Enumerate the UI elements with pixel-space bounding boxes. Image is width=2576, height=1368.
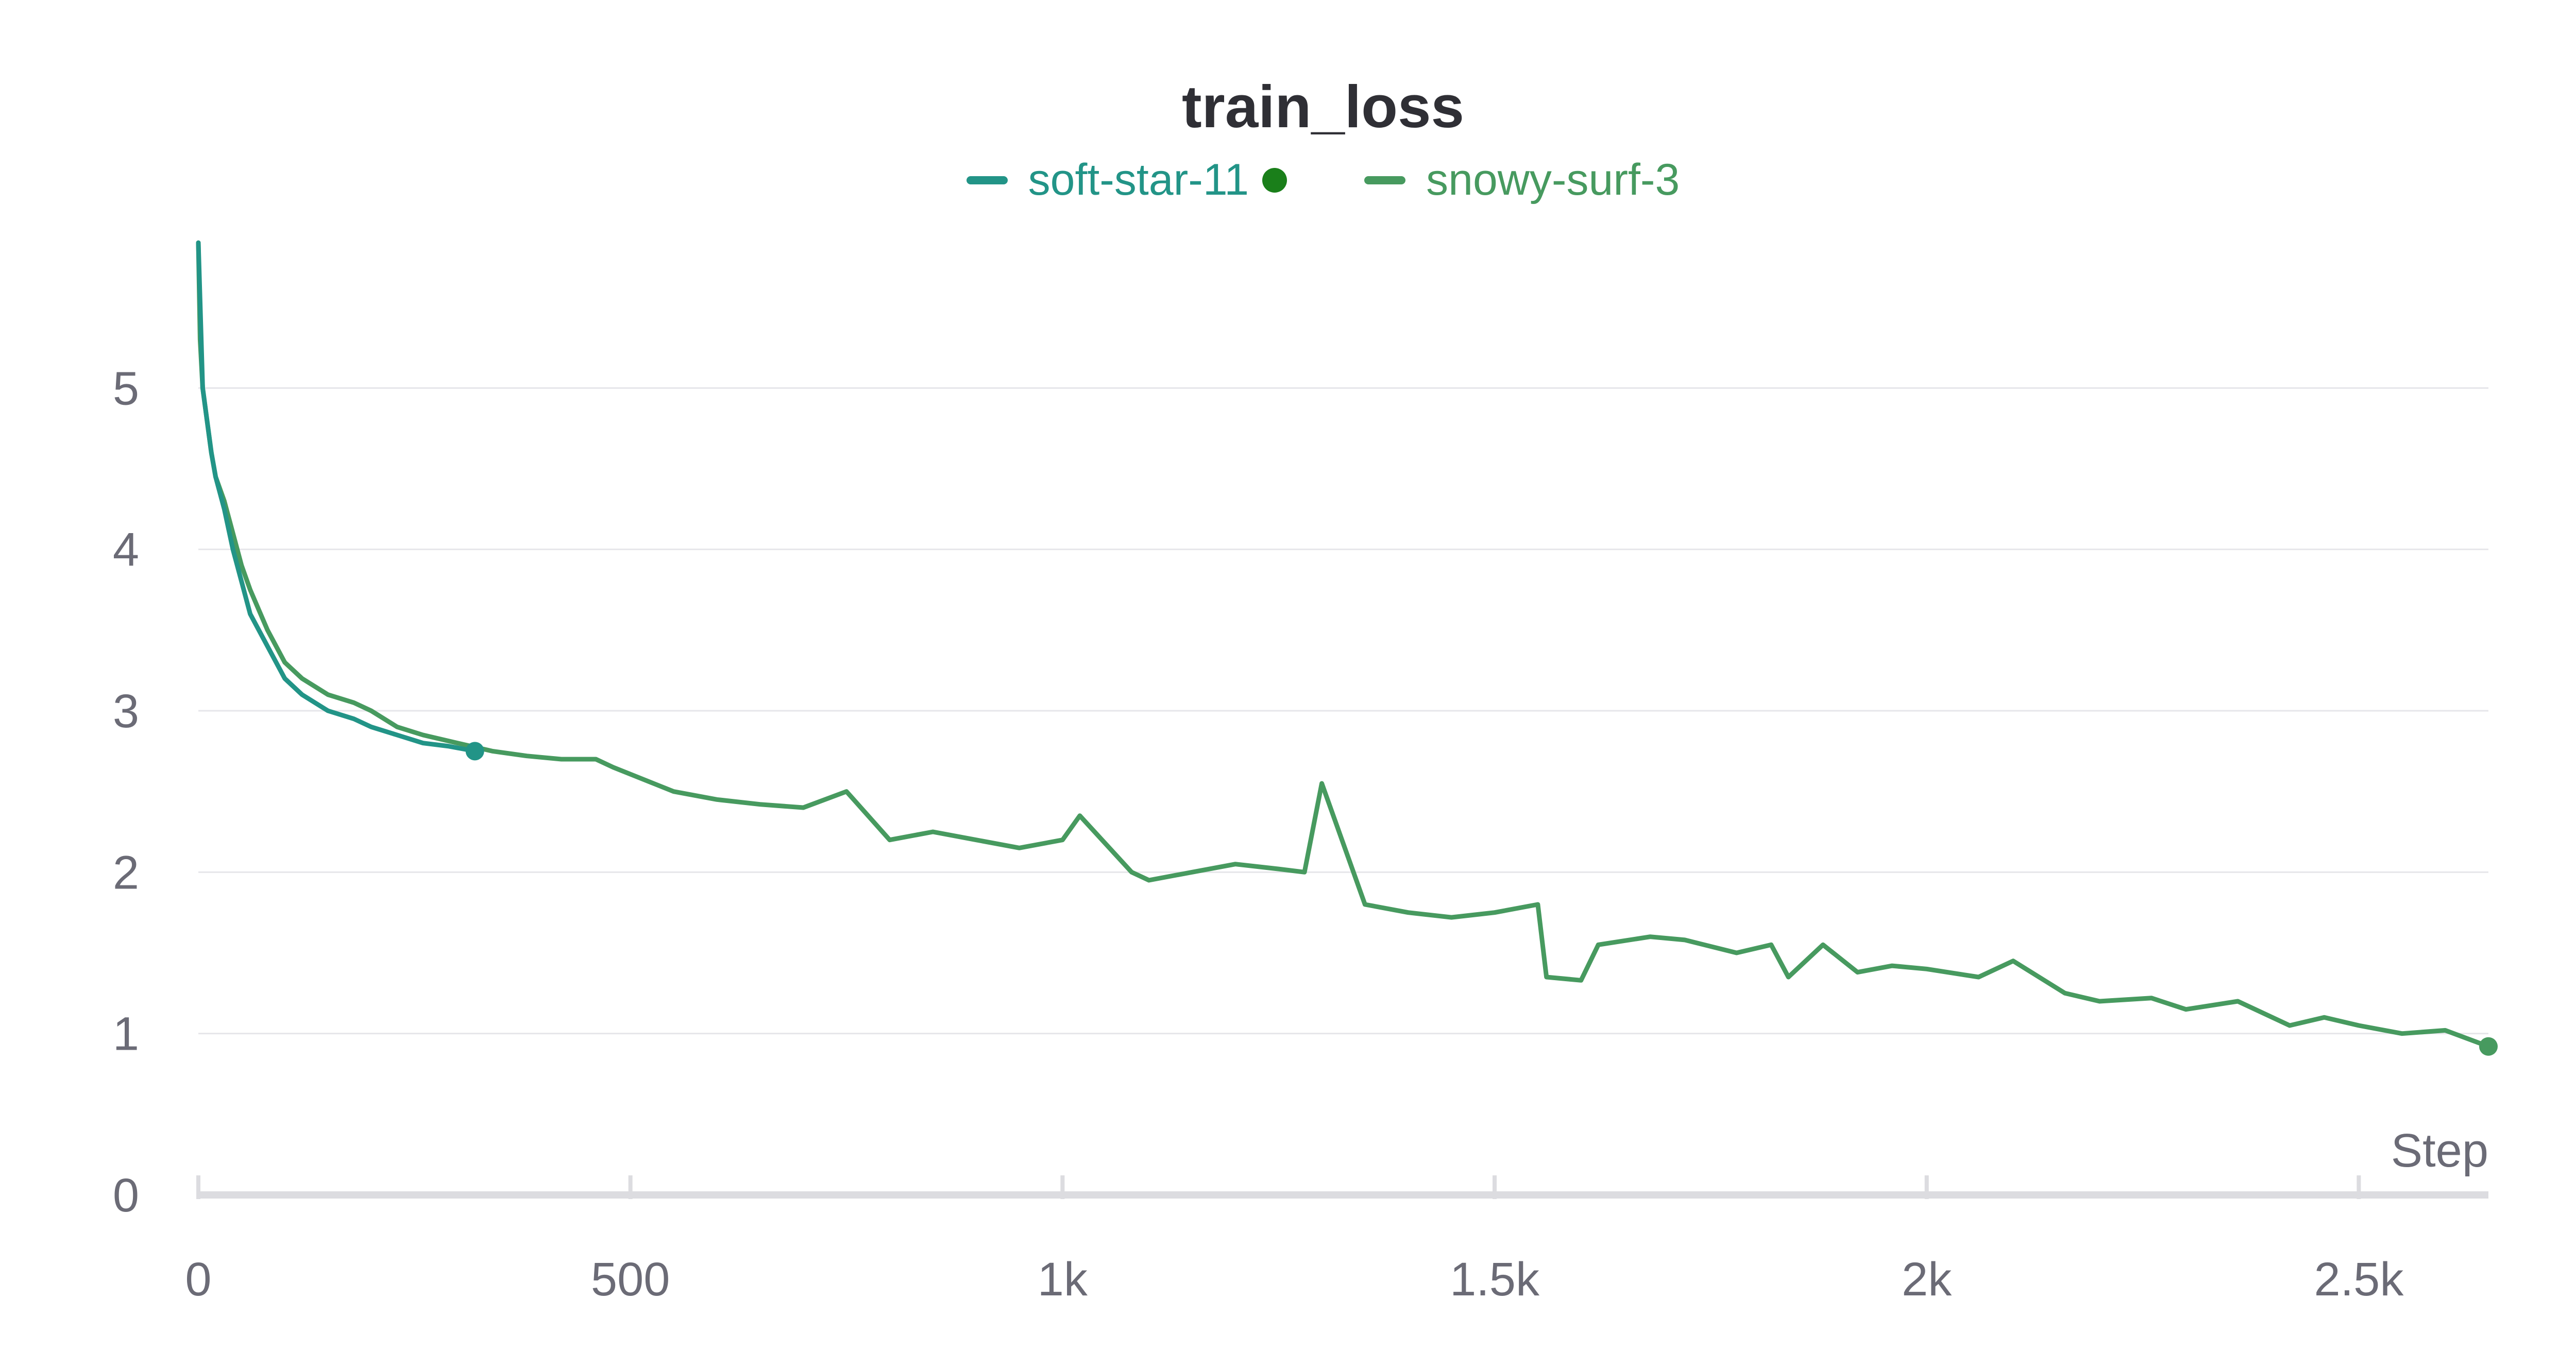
y-tick-label: 3 bbox=[113, 685, 139, 738]
x-tick-label: 0 bbox=[185, 1253, 211, 1306]
x-tick-label: 1k bbox=[1038, 1253, 1088, 1306]
x-tick-label: 1.5k bbox=[1450, 1253, 1540, 1306]
legend-swatch-snowy-surf-3 bbox=[1364, 176, 1406, 184]
series-line-snowy-surf-3[interactable] bbox=[196, 240, 2491, 1049]
series-lines bbox=[196, 240, 2498, 1056]
x-ticks: 0 500 1k 1.5k 2k 2.5k bbox=[185, 1175, 2404, 1306]
x-axis-label: Step bbox=[2391, 1124, 2488, 1177]
series-end-point-soft-star-11 bbox=[465, 742, 484, 761]
y-tick-label: 1 bbox=[113, 1008, 139, 1061]
x-tick-label: 2.5k bbox=[2314, 1253, 2404, 1306]
legend-item-snowy-surf-3[interactable]: snowy-surf-3 bbox=[1364, 155, 1680, 206]
legend-swatch-soft-star-11 bbox=[966, 176, 1008, 184]
y-tick-label: 0 bbox=[113, 1169, 139, 1222]
legend-label-soft-star-11: soft-star-11 bbox=[1028, 155, 1249, 204]
x-tick-label: 2k bbox=[1902, 1253, 1952, 1306]
y-ticks: 0 1 2 3 4 5 bbox=[113, 362, 139, 1222]
y-tick-label: 2 bbox=[113, 846, 139, 899]
y-tick-label: 4 bbox=[113, 524, 139, 576]
x-tick-label: 500 bbox=[591, 1253, 670, 1306]
series-end-point-snowy-surf-3 bbox=[2479, 1037, 2498, 1056]
grid-lines bbox=[198, 387, 2488, 1035]
run-status-dot-icon bbox=[1262, 167, 1287, 193]
chart-title: train_loss bbox=[1182, 73, 1464, 140]
legend-item-soft-star-11[interactable]: soft-star-11 bbox=[966, 155, 1287, 206]
legend-label-snowy-surf-3: snowy-surf-3 bbox=[1426, 155, 1680, 204]
chart-legend: soft-star-11 snowy-surf-3 bbox=[0, 155, 2576, 206]
y-tick-label: 5 bbox=[113, 362, 139, 415]
series-line-soft-star-11[interactable] bbox=[196, 240, 478, 754]
